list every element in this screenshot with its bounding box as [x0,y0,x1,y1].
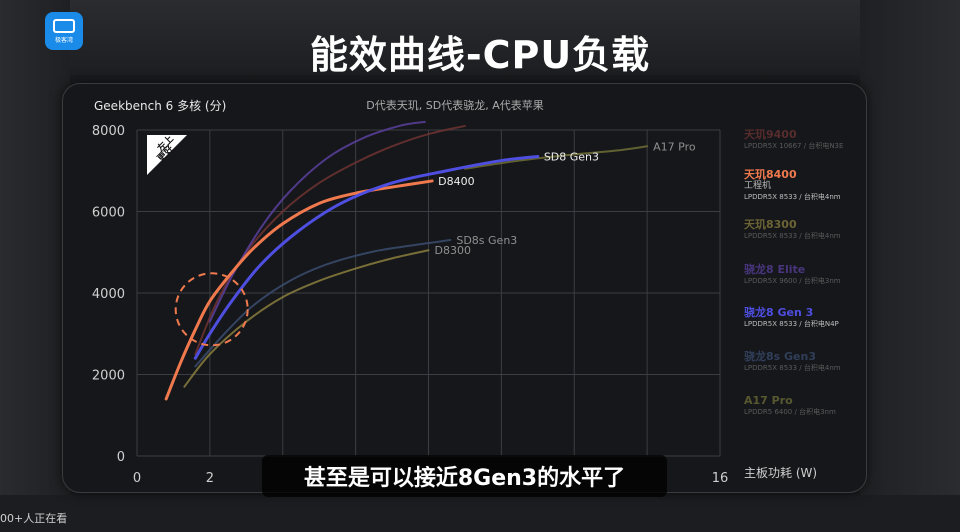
background-top-panel [70,0,860,75]
series-end-label: SD8s Gen3 [456,234,517,247]
legend-series-spec: LPDDR5X 9600 / 台积电3nm [744,277,841,285]
legend-series-spec: LPDDR5X 8533 / 台积电4nm [744,232,841,240]
y-tick-label: 6000 [92,206,125,221]
series-line [208,120,426,323]
y-tick-label: 2000 [92,369,125,384]
legend-item: 骁龙8s Gen3 LPDDR5X 8533 / 台积电4nm [744,350,862,373]
series-line [194,124,466,356]
y-tick-label: 4000 [92,287,125,302]
x-tick-label: 16 [712,471,729,486]
legend-item: 天玑8300 LPDDR5X 8533 / 台积电4nm [744,218,862,241]
chart-title: Geekbench 6 多核 (分) [94,99,227,113]
page-title: 能效曲线-CPU负载 [309,33,651,77]
series-line [194,239,452,368]
legend-series-name: 天玑9400 [744,128,797,141]
x-tick-label: 2 [206,471,214,486]
series-line [463,145,649,170]
series-line [193,154,540,360]
legend-series-spec: LPDDR5X 10667 / 台积电N3E [744,142,844,150]
legend-series-spec: LPDDR5X 8533 / 台积电4nm [744,193,841,201]
legend-series-spec: LPDDR5X 8533 / 台积电4nm [744,364,841,372]
legend-series-name: A17 Pro [744,394,793,407]
channel-logo: 极客湾 [45,12,83,50]
legend-series-name: 骁龙8 Elite [744,263,806,276]
x-axis-label: 主板功耗 (W) [744,466,817,480]
legend-series-name: 天玑8300 [744,218,797,231]
series-end-label: D8300 [435,244,471,257]
legend-item: 天玑8400 工程机 LPDDR5X 8533 / 台积电4nm [744,168,862,202]
background-left-panel [0,0,70,532]
series-end-label: D8400 [438,175,474,188]
legend-item: 骁龙8 Gen 3 LPDDR5X 8533 / 台积电N4P [744,306,862,329]
series-end-label: SD8 Gen3 [544,150,599,163]
legend-series-name: 骁龙8s Gen3 [744,350,817,363]
legend-item: 天玑9400 LPDDR5X 10667 / 台积电N3E [744,128,862,151]
legend-series-note: 工程机 [744,181,772,191]
better-corner-badge: 左上 更好 [147,135,187,175]
highlight-circle [174,272,249,347]
background-bottom-strip [0,495,960,532]
legend-series-spec: LPDDR5X 8533 / 台积电N4P [744,320,839,328]
legend-item: A17 Pro LPDDR5 6400 / 台积电3nm [744,394,862,417]
legend-series-name: 骁龙8 Gen 3 [744,306,814,319]
y-tick-label: 8000 [92,124,125,139]
viewer-count: 00+人正在看 [0,512,68,525]
legend-item: 骁龙8 Elite LPDDR5X 9600 / 台积电3nm [744,263,862,286]
chart-subtitle: D代表天玑, SD代表骁龙, A代表苹果 [366,99,544,112]
logo-icon [53,18,75,33]
legend-series-name: 天玑8400 [744,168,797,181]
video-caption: 甚至是可以接近8Gen3的水平了 [262,455,667,497]
logo-text: 极客湾 [54,36,73,44]
y-tick-label: 0 [117,450,125,465]
series-end-label: A17 Pro [653,140,696,153]
x-tick-label: 0 [133,471,141,486]
legend-series-spec: LPDDR5 6400 / 台积电3nm [744,408,836,416]
chart-card [62,83,867,493]
series-line [183,249,430,388]
background-right-panel [860,0,960,532]
